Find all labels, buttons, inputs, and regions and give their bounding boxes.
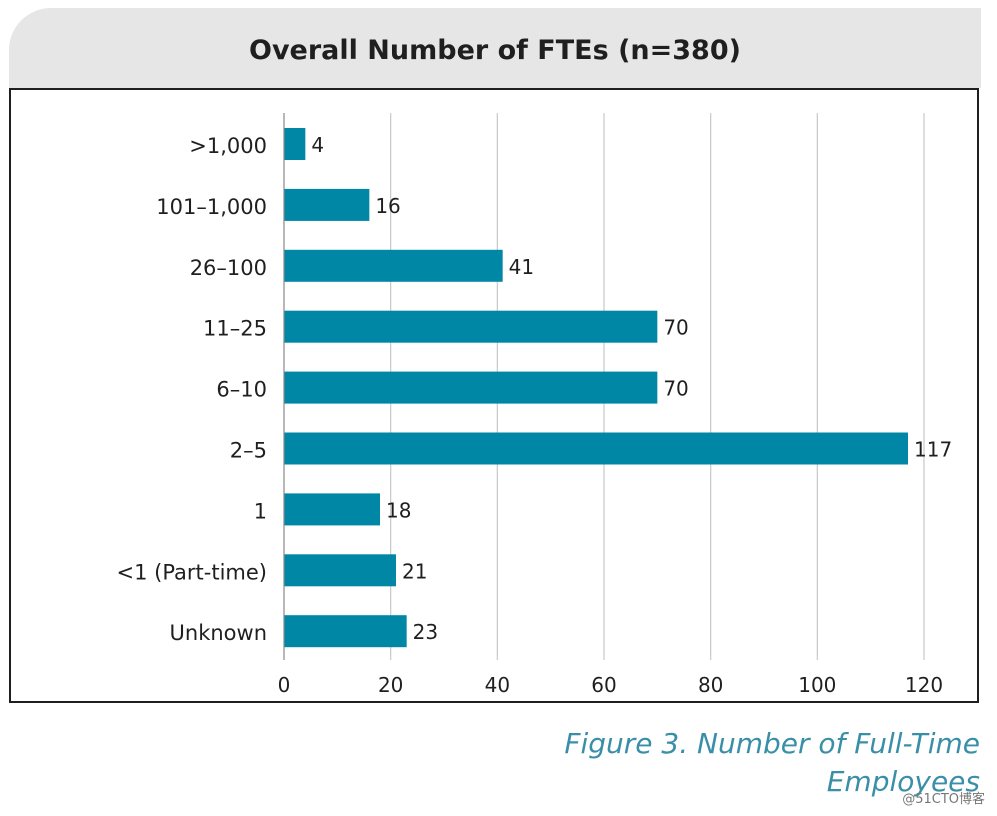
bar (284, 188, 370, 221)
data-label: 70 (663, 377, 688, 401)
chart-title: Overall Number of FTEs (n=380) (249, 35, 741, 66)
chart-header: Overall Number of FTEs (n=380) (9, 8, 981, 88)
x-tick-label: 20 (378, 673, 403, 697)
figure-caption: Figure 3. Number of Full-Time Employees (564, 727, 980, 798)
bar (284, 128, 306, 160)
category-label: <1 (Part-time) (117, 560, 268, 584)
bar (284, 249, 503, 282)
data-label: 70 (663, 316, 688, 340)
x-tick-label: 60 (591, 673, 616, 697)
category-label: Unknown (170, 621, 267, 645)
x-tick-label: 80 (698, 673, 723, 697)
data-label: 18 (386, 498, 411, 522)
category-label: 6–10 (216, 378, 267, 402)
data-label: 4 (311, 133, 324, 157)
x-tick-label: 40 (485, 673, 510, 697)
data-label: 41 (509, 255, 534, 279)
x-tick-label: 100 (798, 673, 836, 697)
data-label: 21 (402, 559, 427, 583)
data-label: 117 (914, 438, 952, 462)
bar (284, 371, 658, 404)
category-label: 11–25 (203, 317, 267, 341)
bar (284, 432, 908, 465)
category-label: 1 (254, 499, 267, 523)
bar (284, 554, 396, 587)
x-tick-label: 120 (905, 673, 943, 697)
x-tick-label: 0 (278, 673, 291, 697)
bar (284, 615, 407, 648)
bar (284, 493, 380, 526)
bar (284, 310, 658, 343)
category-label: >1,000 (189, 134, 267, 158)
category-label: 2–5 (230, 439, 267, 463)
data-label: 23 (413, 620, 438, 644)
watermark: @51CTO博客 (902, 792, 985, 807)
category-label: 26–100 (190, 256, 267, 280)
data-label: 16 (375, 194, 400, 218)
category-label: 101–1,000 (156, 195, 267, 219)
